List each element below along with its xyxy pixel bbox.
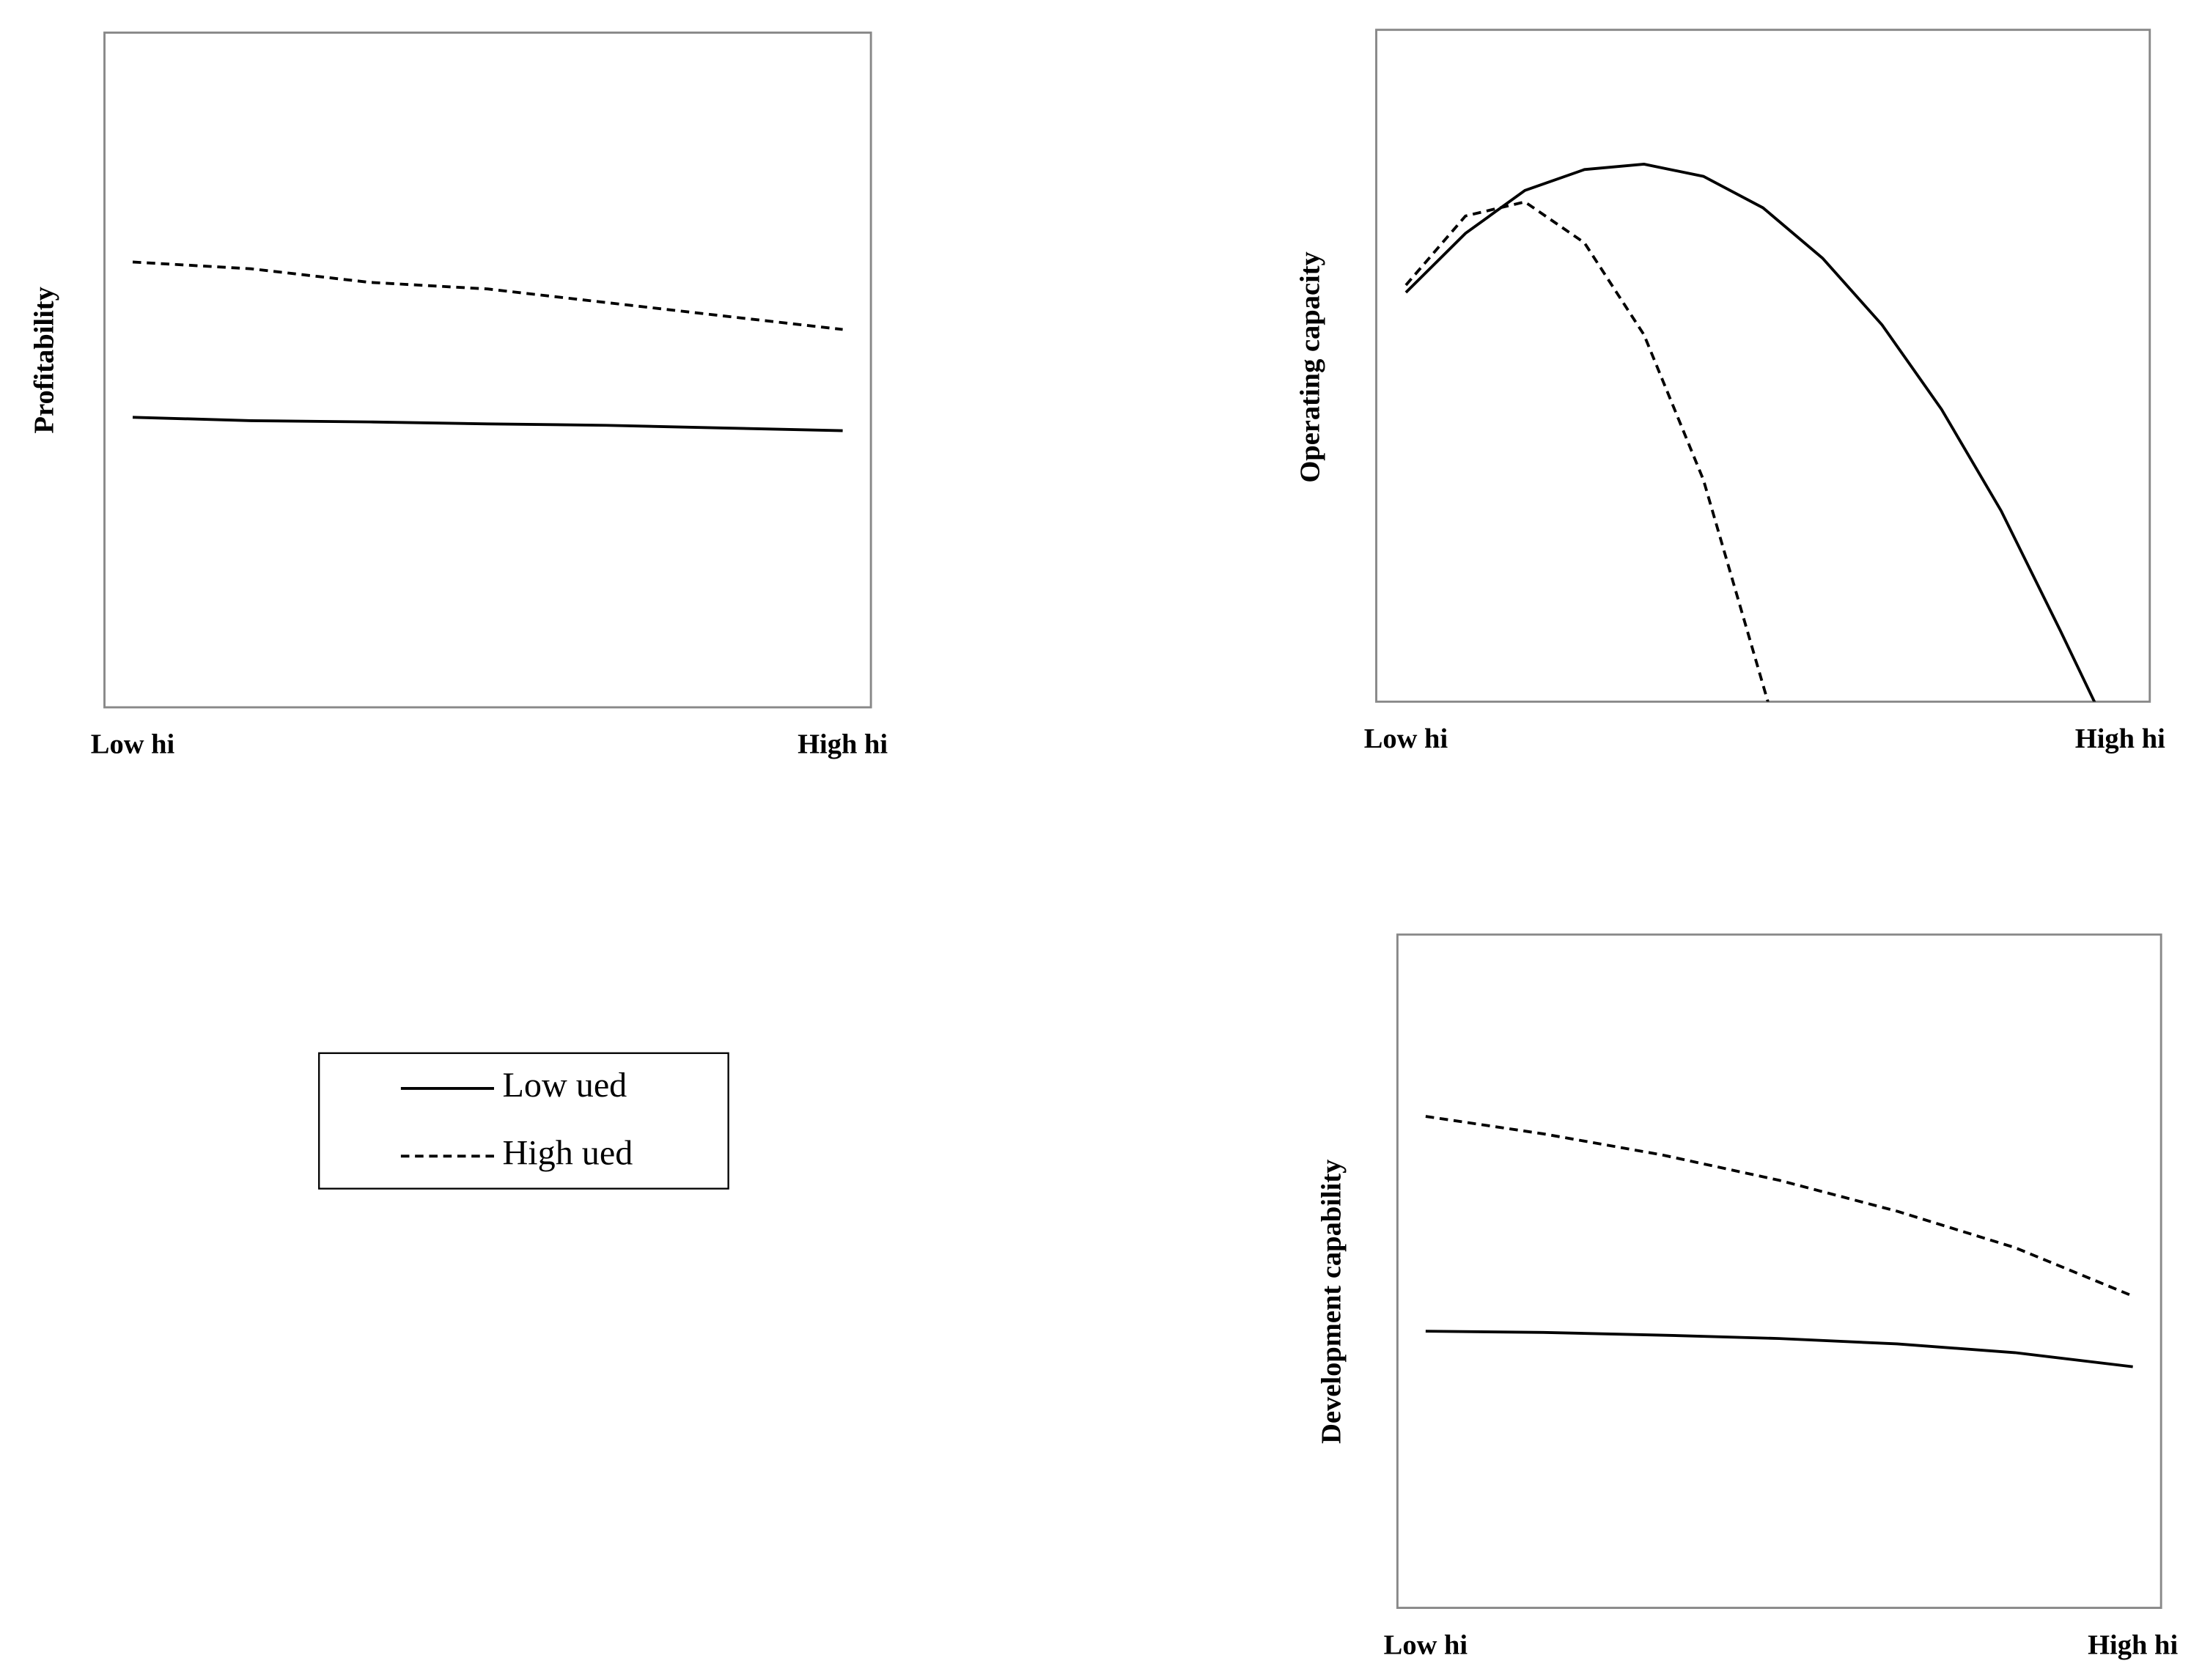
y-axis-label: Profitability: [29, 287, 59, 433]
x-tick-label: High hi: [798, 729, 888, 760]
series-line: [1425, 1115, 2134, 1297]
series-line: [1404, 200, 1770, 702]
plot-frame: [103, 32, 872, 709]
y-axis-label: Development capability: [1317, 1160, 1347, 1444]
legend-box: [318, 1052, 729, 1190]
x-tick-label: Low hi: [1384, 1629, 1468, 1660]
legend-label: High ued: [503, 1133, 633, 1172]
series-line: [132, 416, 843, 432]
x-tick-label: High hi: [2075, 723, 2165, 754]
x-tick-label: Low hi: [91, 729, 175, 760]
legend: [318, 1052, 729, 1190]
plot-frame: [1375, 29, 2151, 703]
series-line: [1404, 163, 2096, 702]
series-line: [1425, 1330, 2133, 1368]
legend-label: Low ued: [503, 1066, 627, 1105]
plot-frame: [1396, 933, 2162, 1609]
x-tick-label: High hi: [2088, 1629, 2178, 1660]
series-line: [132, 260, 843, 331]
y-axis-label: Operating capacity: [1295, 251, 1326, 482]
x-tick-label: Low hi: [1364, 723, 1448, 754]
